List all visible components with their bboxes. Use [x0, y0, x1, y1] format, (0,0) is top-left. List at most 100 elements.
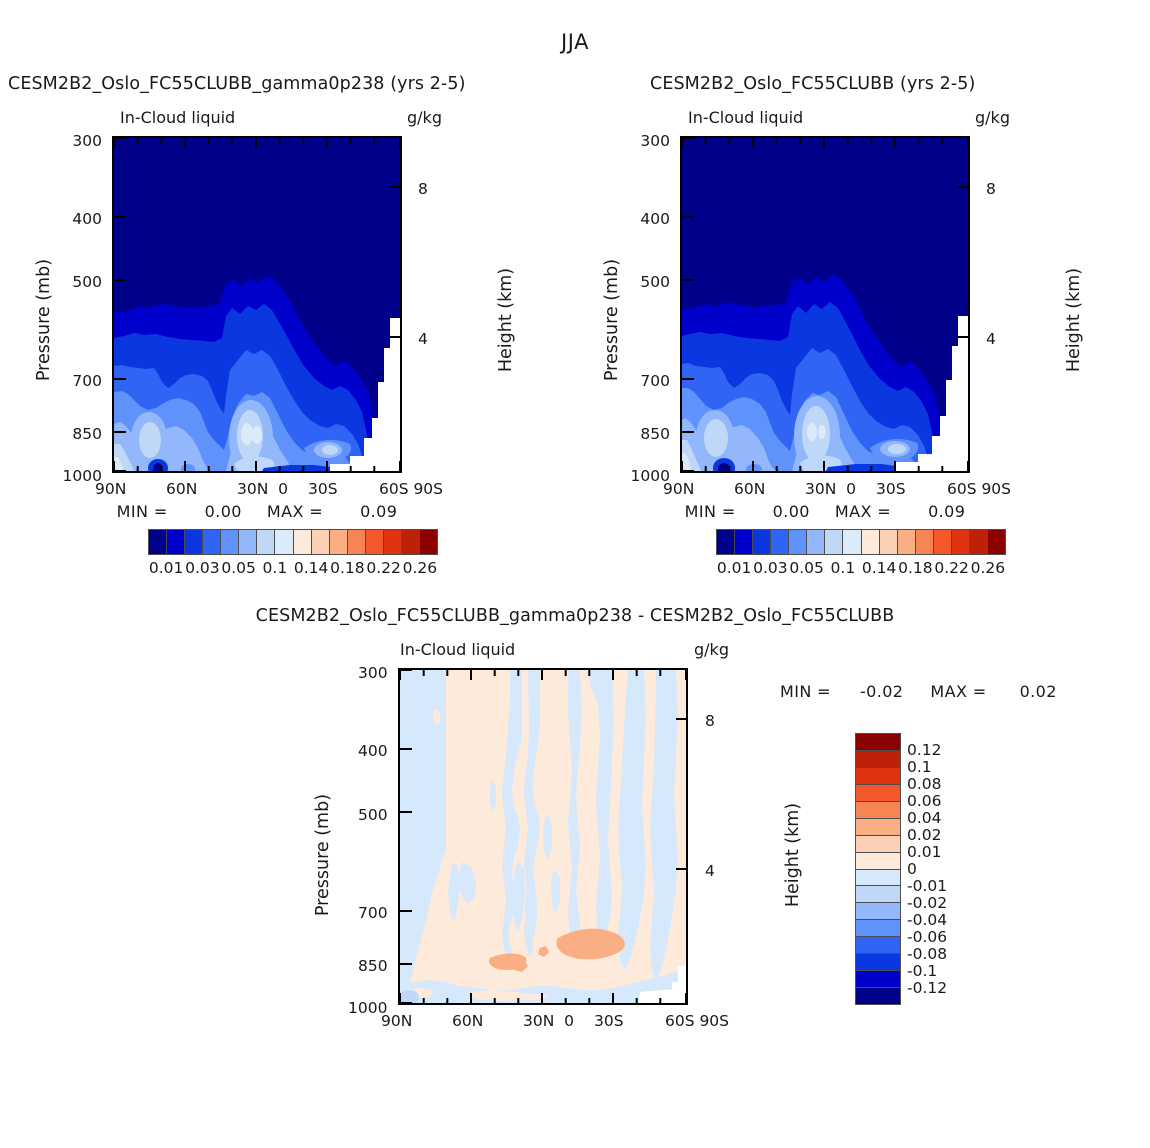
colorbar-cell-14[interactable] — [969, 530, 988, 554]
min-value-right: 0.00 — [772, 502, 810, 521]
colorbar-diff-cell-1[interactable] — [856, 750, 900, 768]
x-tick-30N-left: 30N — [237, 480, 269, 498]
colorbar-cell-6[interactable] — [825, 530, 844, 554]
colorbar-diff-tick-label-2: 0.08 — [907, 775, 942, 793]
colorbar-bottom-cells[interactable] — [855, 733, 901, 1005]
colorbar-diff-cell-0[interactable] — [856, 734, 900, 751]
pressure-tick-500: 500 — [72, 273, 102, 291]
panel-bottom-minmax: MIN = -0.02 MAX = 0.02 — [780, 682, 1057, 701]
x-tick-90N-diff: 90N — [381, 1012, 413, 1030]
colorbar-cell-9[interactable] — [311, 530, 330, 554]
colorbar-cell-12[interactable] — [933, 530, 952, 554]
max-value-left: 0.09 — [360, 502, 398, 521]
colorbar-diff-tick-label-14: -0.12 — [907, 979, 948, 997]
colorbar-cell-4[interactable] — [221, 530, 240, 554]
pressure-tick-1000-right: 1000 — [630, 467, 670, 485]
colorbar-diff-cell-12[interactable] — [856, 937, 900, 955]
colorbar-cell-5[interactable] — [807, 530, 826, 554]
colorbar-diff-cell-6[interactable] — [856, 835, 900, 853]
x-tick-90S-left: 90S — [413, 480, 443, 498]
colorbar-tick-label-7: 0.26 — [402, 559, 438, 577]
colorbar-cell-7[interactable] — [843, 530, 862, 554]
colorbar-cell-15[interactable] — [419, 530, 437, 554]
colorbar-diff-cell-7[interactable] — [856, 852, 900, 870]
colorbar-top-left-cells[interactable] — [148, 529, 438, 555]
colorbar-cell-4[interactable] — [789, 530, 808, 554]
x-tick-90N-right: 90N — [663, 480, 695, 498]
colorbar-cell-13[interactable] — [951, 530, 970, 554]
panel-top-left-units-label: g/kg — [407, 108, 442, 127]
colorbar-diff-cell-15[interactable] — [856, 988, 900, 1004]
panel-top-right-variable-label: In-Cloud liquid — [688, 108, 804, 127]
min-label-left: MIN = — [116, 502, 168, 521]
colorbar-diff-cell-2[interactable] — [856, 767, 900, 785]
colorbar-cell-9[interactable] — [879, 530, 898, 554]
colorbar-diff-cell-10[interactable] — [856, 903, 900, 921]
colorbar-cell-1[interactable] — [167, 530, 186, 554]
colorbar-cell-8[interactable] — [861, 530, 880, 554]
colorbar-top-left[interactable]: 0.01 0.03 0.05 0.1 0.14 0.18 0.22 0.26 — [148, 529, 438, 577]
panel-top-left-height-axis-name: Height (km) — [496, 267, 516, 373]
x-tick-30S-left: 30S — [308, 480, 338, 498]
panel-top-left-contour-svg — [114, 138, 400, 471]
pressure-tick-1000-diff: 1000 — [348, 999, 388, 1017]
colorbar-cell-12[interactable] — [365, 530, 384, 554]
colorbar-cell-15[interactable] — [987, 530, 1005, 554]
colorbar-diff-tick-label-8: -0.01 — [907, 877, 948, 895]
pressure-tick-500-diff: 500 — [358, 806, 388, 824]
colorbar-diff-cell-8[interactable] — [856, 869, 900, 887]
pressure-tick-1000: 1000 — [62, 467, 102, 485]
colorbar-top-right[interactable]: 0.01 0.03 0.05 0.1 0.14 0.18 0.22 0.26 — [716, 529, 1006, 577]
pressure-tick-850-diff: 850 — [358, 957, 388, 975]
colorbar-cell-11[interactable] — [915, 530, 934, 554]
season-title: JJA — [0, 30, 1150, 54]
colorbar-cell-3[interactable] — [203, 530, 222, 554]
panel-top-right-title: CESM2B2_Oslo_FC55CLUBB (yrs 2-5) — [650, 74, 976, 94]
colorbar-cell-2[interactable] — [185, 530, 204, 554]
panel-top-left-minmax: MIN = 0.00 MAX = 0.09 — [112, 502, 402, 521]
colorbar-diff-cell-4[interactable] — [856, 801, 900, 819]
colorbar-diff-cell-3[interactable] — [856, 784, 900, 802]
colorbar-cell-0[interactable] — [149, 530, 168, 554]
colorbar-diff-cell-13[interactable] — [856, 954, 900, 972]
colorbar-bottom[interactable]: 0.12 0.1 0.08 0.06 0.04 0.02 0.01 0 -0.01 -0.02 -0… — [855, 733, 947, 1005]
colorbar-diff-cell-11[interactable] — [856, 920, 900, 938]
colorbar-cell-10[interactable] — [897, 530, 916, 554]
colorbar-diff-cell-5[interactable] — [856, 818, 900, 836]
max-label-right: MAX = — [834, 502, 892, 521]
x-tick-60N-left: 60N — [166, 480, 198, 498]
colorbar-cell-13[interactable] — [383, 530, 402, 554]
pressure-tick-300: 300 — [72, 132, 102, 150]
colorbar-cell-2[interactable] — [753, 530, 772, 554]
colorbar-cell-14[interactable] — [401, 530, 420, 554]
colorbar-diff-tick-label-13: -0.1 — [907, 962, 938, 980]
panel-top-right-axis-ticks — [681, 137, 970, 472]
season-title-text: JJA — [561, 30, 589, 54]
colorbar-diff-tick-label-3: 0.06 — [907, 792, 942, 810]
colorbar-cell-6[interactable] — [257, 530, 276, 554]
colorbar-diff-cell-14[interactable] — [856, 971, 900, 989]
colorbar-cell-0[interactable] — [717, 530, 736, 554]
colorbar-tick-label-6: 0.22 — [934, 559, 969, 577]
panel-top-right-contour-svg — [682, 138, 968, 471]
panel-top-right: CESM2B2_Oslo_FC55CLUBB (yrs 2-5) In-Clou… — [575, 70, 1150, 590]
pressure-tick-850: 850 — [72, 425, 102, 443]
max-value-diff: 0.02 — [1019, 682, 1057, 701]
colorbar-top-right-cells[interactable] — [716, 529, 1006, 555]
colorbar-diff-cell-9[interactable] — [856, 886, 900, 904]
colorbar-cell-11[interactable] — [347, 530, 366, 554]
colorbar-cell-3[interactable] — [771, 530, 790, 554]
x-tick-30S-right: 30S — [876, 480, 906, 498]
colorbar-cell-5[interactable] — [239, 530, 258, 554]
colorbar-tick-label-5: 0.18 — [330, 559, 365, 577]
pressure-tick-400-right: 400 — [640, 210, 670, 228]
x-tick-60S-right: 60S — [947, 480, 977, 498]
colorbar-cell-10[interactable] — [329, 530, 348, 554]
colorbar-cell-7[interactable] — [275, 530, 294, 554]
min-value-diff: -0.02 — [859, 682, 904, 701]
colorbar-diff-tick-label-10: -0.04 — [907, 911, 948, 929]
colorbar-cell-1[interactable] — [735, 530, 754, 554]
colorbar-tick-label-7: 0.26 — [970, 559, 1006, 577]
panel-top-left: CESM2B2_Oslo_FC55CLUBB_gamma0p238 (yrs 2… — [0, 70, 575, 590]
colorbar-cell-8[interactable] — [293, 530, 312, 554]
